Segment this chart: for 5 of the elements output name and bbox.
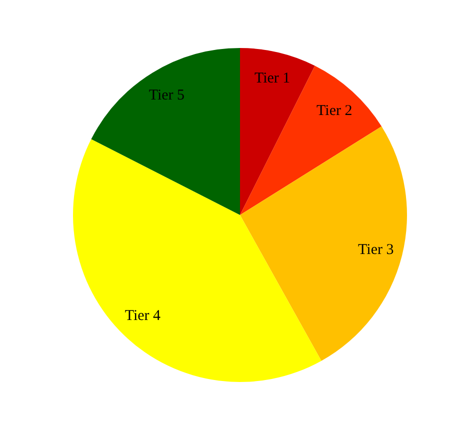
- slice-label: Tier 5: [148, 87, 185, 104]
- slice-label: Tier 4: [124, 308, 162, 324]
- slice-label: Tier 2: [316, 103, 352, 120]
- slice-label: Tier 1: [254, 70, 290, 86]
- slice-label: Tier 3: [358, 242, 394, 258]
